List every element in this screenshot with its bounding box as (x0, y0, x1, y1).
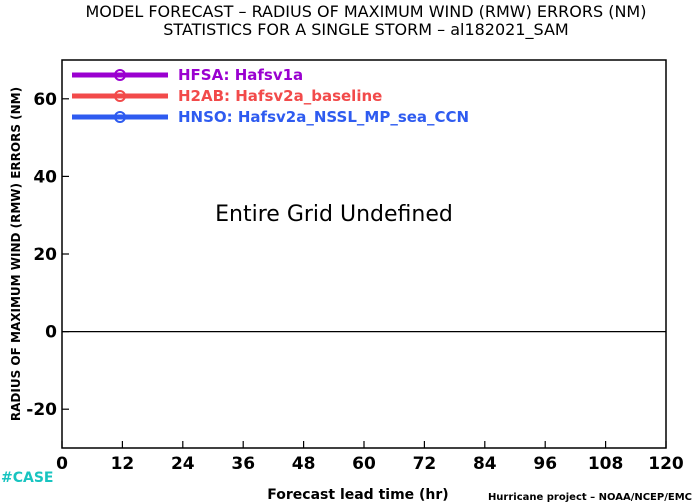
x-tick-label: 36 (231, 454, 255, 474)
x-tick-label: 84 (473, 454, 497, 474)
y-tick-label: 60 (33, 90, 57, 110)
x-tick-label: 48 (292, 454, 316, 474)
y-tick-label: -20 (26, 400, 57, 420)
x-tick-label: 0 (56, 454, 68, 474)
legend-label: HFSA: Hafsv1a (178, 66, 303, 84)
x-tick-label: 108 (588, 454, 624, 474)
x-tick-label: 120 (648, 454, 684, 474)
y-axis: -20 0 20 40 60 (26, 90, 69, 420)
x-tick-label: 96 (533, 454, 557, 474)
legend-label: H2AB: Hafsv2a_baseline (178, 87, 382, 105)
x-tick-label: 72 (413, 454, 437, 474)
credit-text: Hurricane project – NOAA/NCEP/EMC (488, 492, 692, 503)
y-tick-label: 20 (33, 245, 57, 265)
undefined-grid-annotation: Entire Grid Undefined (215, 202, 453, 227)
x-tick-label: 24 (171, 454, 195, 474)
x-axis: 0 12 24 36 48 60 72 84 96 108 120 (56, 441, 684, 474)
case-tag: #CASE (1, 470, 54, 486)
y-tick-label: 40 (33, 167, 57, 187)
legend-marker-circle (114, 90, 126, 102)
y-tick-label: 0 (45, 323, 57, 343)
x-tick-label: 12 (111, 454, 135, 474)
x-axis-title: Forecast lead time (hr) (267, 487, 448, 503)
chart-title: MODEL FORECAST – RADIUS OF MAXIMUM WIND … (86, 2, 647, 21)
legend-label: HNSO: Hafsv2a_NSSL_MP_sea_CCN (178, 108, 469, 126)
chart-subtitle: STATISTICS FOR A SINGLE STORM – al182021… (163, 20, 568, 40)
legend-marker-circle (114, 111, 126, 123)
x-tick-label: 60 (352, 454, 376, 474)
legend-marker-circle (114, 69, 126, 81)
legend: HFSA: Hafsv1a H2AB: Hafsv2a_baseline HNSO:… (72, 66, 469, 126)
y-axis-title: RADIUS OF MAXIMUM WIND (RMW) ERRORS (NM) (9, 87, 23, 421)
